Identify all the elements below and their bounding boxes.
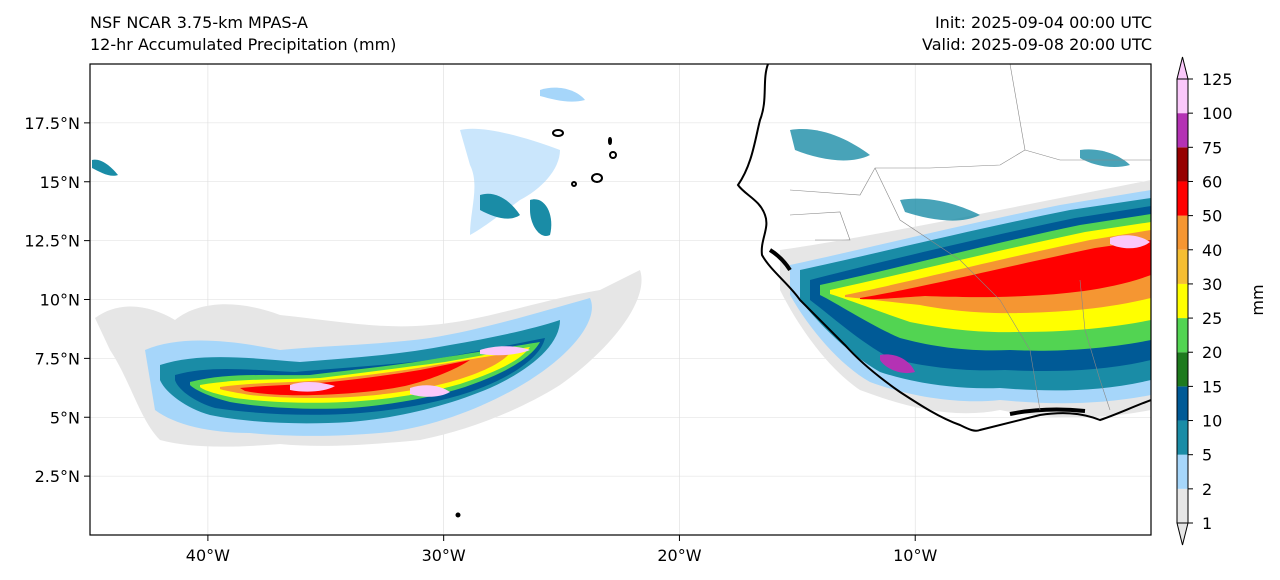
lon-tick-label: 30°W [422, 546, 466, 565]
colorbar-tick-label: 5 [1202, 446, 1212, 465]
lat-tick-label: 15°N [40, 173, 80, 192]
colorbar-tick-label: 1 [1202, 514, 1212, 533]
colorbar-tick-label: 125 [1202, 70, 1233, 89]
precip-band-land [780, 129, 1151, 418]
lon-tick-label: 10°W [893, 546, 937, 565]
colorbar-swatch [1177, 147, 1188, 182]
colorbar-tick-label: 100 [1202, 104, 1233, 123]
colorbar-frame [1176, 78, 1189, 524]
colorbar-tick-label: 40 [1202, 241, 1222, 260]
init-time: Init: 2025-09-04 00:00 UTC [934, 13, 1152, 32]
colorbar-tick-label: 2 [1202, 480, 1212, 499]
colorbar-tick-label: 50 [1202, 207, 1222, 226]
colorbar-tick-label: 10 [1202, 412, 1222, 431]
field-title: 12-hr Accumulated Precipitation (mm) [90, 35, 397, 54]
colorbar-swatch [1177, 352, 1188, 387]
lat-tick-label: 10°N [40, 291, 80, 310]
colorbar-swatch [1177, 488, 1188, 523]
colorbar-swatch [1177, 454, 1188, 489]
colorbar-tick-label: 75 [1202, 138, 1222, 157]
colorbar-swatch [1177, 79, 1188, 114]
colorbar-swatch [1177, 318, 1188, 353]
latitude-axis: 2.5°N 5°N 7.5°N 10°N 12.5°N 15°N 17.5°N [24, 114, 90, 486]
colorbar-tick-label: 15 [1202, 377, 1222, 396]
colorbar-swatch [1177, 249, 1188, 284]
colorbar-swatch [1177, 113, 1188, 148]
lat-tick-label: 12.5°N [24, 232, 80, 251]
colorbar-tick-label: 60 [1202, 172, 1222, 191]
lon-tick-label: 40°W [186, 546, 230, 565]
colorbar-tick-label: 25 [1202, 309, 1222, 328]
lat-tick-label: 7.5°N [35, 349, 80, 368]
colorbar-extend-max [1176, 56, 1189, 80]
lat-tick-label: 17.5°N [24, 114, 80, 133]
longitude-axis: 40°W 30°W 20°W 10°W [186, 535, 937, 565]
colorbar-tick-label: 20 [1202, 343, 1222, 362]
colorbar-extend-min [1176, 522, 1189, 546]
colorbar-swatch [1177, 420, 1188, 455]
precip-band-ocean [92, 87, 642, 447]
colorbar-swatch [1177, 386, 1188, 421]
coastline [736, 64, 1151, 432]
colorbar-unit-label: mm [1248, 284, 1267, 315]
colorbar-swatch [1177, 215, 1188, 250]
colorbar-tick-label: 30 [1202, 275, 1222, 294]
model-title: NSF NCAR 3.75-km MPAS-A [90, 13, 308, 32]
lat-tick-label: 5°N [50, 408, 80, 427]
lat-tick-label: 2.5°N [35, 467, 80, 486]
valid-time: Valid: 2025-09-08 20:00 UTC [921, 35, 1152, 54]
lon-tick-label: 20°W [657, 546, 701, 565]
colorbar-swatch [1177, 181, 1188, 216]
islands [455, 129, 617, 518]
precipitation-field [92, 64, 1151, 518]
country-borders [789, 64, 1151, 411]
colorbar-swatch [1177, 283, 1188, 319]
